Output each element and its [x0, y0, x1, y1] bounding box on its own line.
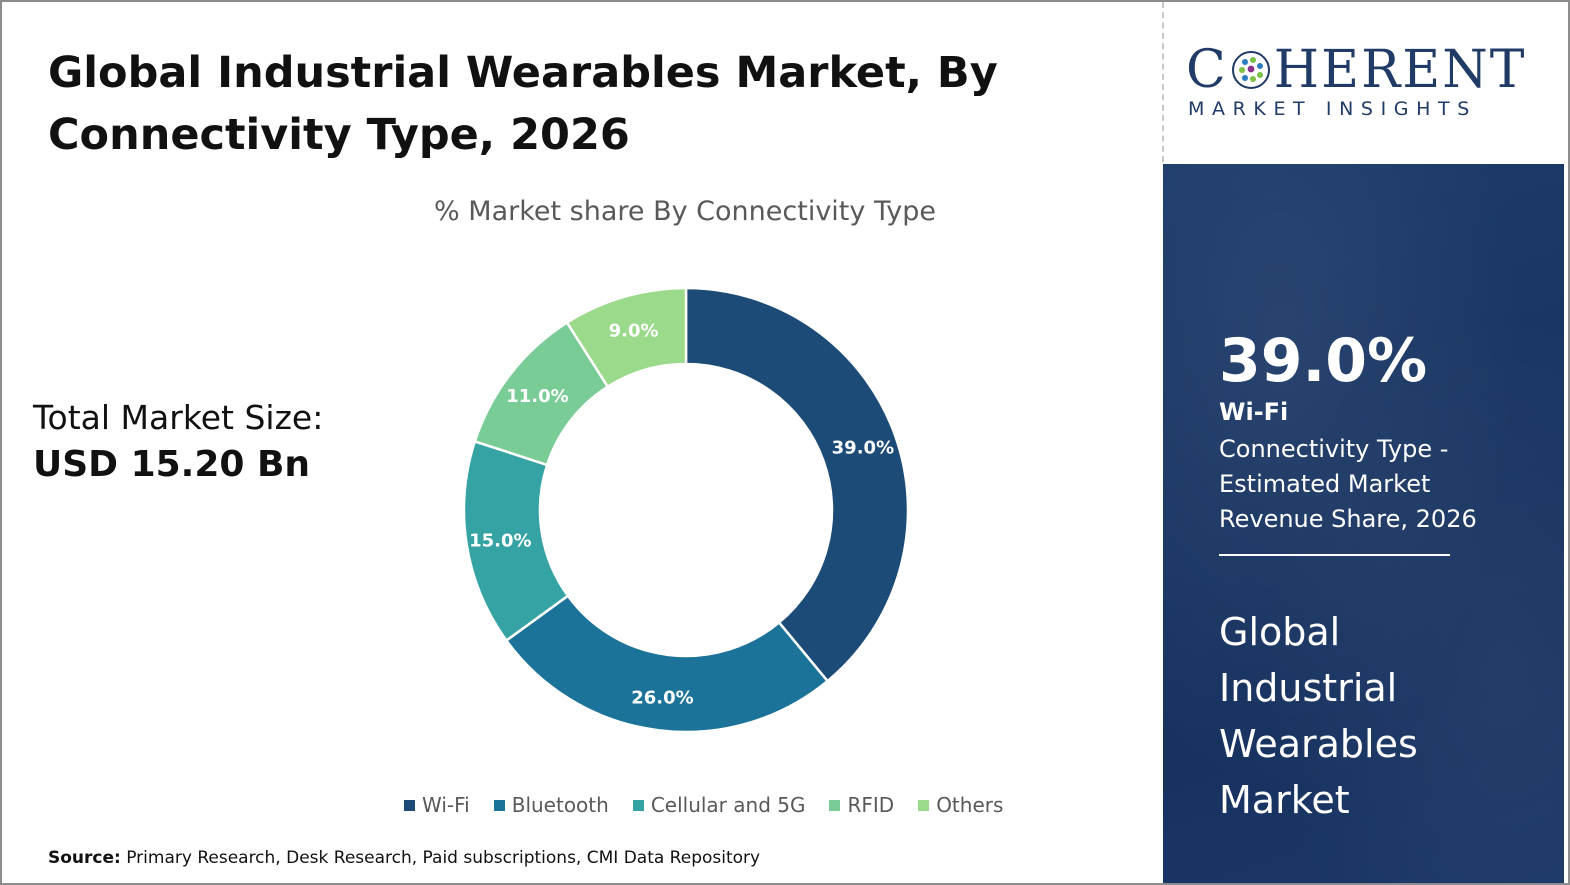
- data-label-others: 9.0%: [609, 320, 659, 341]
- logo-tagline: MARKET INSIGHTS: [1188, 98, 1477, 120]
- legend-item-bluetooth: Bluetooth: [493, 793, 609, 817]
- donut-slice-wi-fi: [684, 286, 910, 683]
- logo-globe-icon: [1231, 51, 1270, 89]
- donut-slice-bluetooth: [504, 594, 830, 734]
- total-market-value: USD 15.20 Bn: [33, 444, 311, 485]
- highlight-segment: Wi-Fi: [1219, 398, 1289, 426]
- logo-wordmark: C HERENT: [1186, 40, 1526, 100]
- logo-letters-rest: HERENT: [1273, 40, 1527, 100]
- legend-item-cellular-and-5g: Cellular and 5G: [632, 793, 806, 817]
- legend-swatch: [493, 799, 505, 811]
- donut-slice-others: [565, 286, 688, 389]
- highlight-panel: 39.0% Wi-Fi Connectivity Type - Estimate…: [1163, 164, 1564, 883]
- chart-legend: Wi-Fi Bluetooth Cellular and 5G RFID Others: [404, 792, 1027, 818]
- company-logo: C HERENT MARKET INSIGHTS: [1186, 40, 1546, 130]
- header-divider: [1162, 2, 1164, 162]
- total-market-label: Total Market Size:: [33, 398, 324, 437]
- data-label-wi-fi: 39.0%: [832, 437, 894, 458]
- legend-swatch: [404, 799, 415, 811]
- legend-item-wi-fi: Wi-Fi: [404, 793, 470, 817]
- legend-label: RFID: [847, 793, 895, 817]
- page-title-line-1: Global Industrial Wearables Market, By: [48, 48, 998, 98]
- legend-label: Others: [936, 793, 1004, 817]
- legend-item-rfid: RFID: [829, 793, 894, 817]
- chart-title: % Market share By Connectivity Type: [434, 196, 936, 227]
- donut-chart: 39.0% 26.0% 15.0% 11.0% 9.0%: [462, 286, 910, 734]
- legend-label: Bluetooth: [511, 793, 609, 817]
- legend-swatch: [632, 799, 644, 811]
- highlight-divider: [1219, 554, 1450, 556]
- page-title: Global Industrial Wearables Market, By C…: [48, 42, 1048, 166]
- legend-label: Cellular and 5G: [650, 793, 806, 817]
- source-label: Source:: [48, 848, 121, 868]
- data-label-rfid: 11.0%: [506, 386, 568, 407]
- highlight-market-name: Global Industrial Wearables Market: [1219, 610, 1418, 822]
- data-label-cellular-and-5g: 15.0%: [469, 530, 531, 551]
- legend-item-others: Others: [918, 793, 1003, 817]
- logo-letter-c: C: [1186, 40, 1228, 100]
- legend-label: Wi-Fi: [422, 793, 470, 817]
- legend-swatch: [918, 799, 930, 811]
- source-text: Primary Research, Desk Research, Paid su…: [120, 848, 761, 868]
- highlight-description: Connectivity Type - Estimated Market Rev…: [1219, 435, 1477, 533]
- highlight-percent: 39.0%: [1219, 326, 1428, 396]
- source-note: Source: Primary Research, Desk Research,…: [48, 848, 760, 868]
- legend-swatch: [829, 799, 841, 811]
- page-title-line-2: Connectivity Type, 2026: [48, 110, 630, 160]
- data-label-bluetooth: 26.0%: [631, 688, 693, 709]
